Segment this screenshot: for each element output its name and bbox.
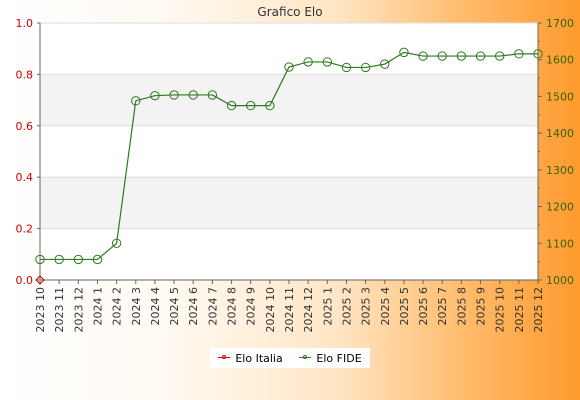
data-point [131,96,141,106]
x-tick-label: 2025 6 [417,287,430,326]
y-right-tick-label: 1200 [546,201,574,214]
data-point [92,254,103,265]
legend-label-italia: Elo Italia [235,351,283,365]
y-right-tick-label: 1500 [546,90,574,103]
plot-area [40,23,538,280]
legend-swatch-fide [299,355,312,361]
x-tick-label: 2024 8 [226,287,239,326]
y-right-tick-label: 1700 [546,17,574,30]
x-tick-label: 2025 10 [494,287,507,333]
y-right-tick-label: 1600 [546,54,574,67]
data-point [360,62,371,73]
x-tick-label: 2024 5 [168,287,181,326]
data-point [284,62,294,72]
x-tick-label: 2024 3 [130,287,143,326]
x-tick-label: 2025 9 [475,287,488,326]
x-tick-label: 2025 11 [513,287,526,333]
data-point [111,238,122,248]
data-point [341,62,352,73]
x-tick-label: 2024 9 [245,287,258,326]
data-point [226,100,237,111]
data-point [73,254,84,265]
x-tick-label: 2024 12 [302,287,315,333]
grid-band [40,74,538,126]
data-point [514,49,524,59]
chart-legend: Elo Italia Elo FIDE [210,348,370,368]
x-tick-label: 2025 8 [455,287,468,326]
chart-title: Grafico Elo [257,5,323,19]
x-tick-label: 2025 3 [360,287,373,326]
x-tick-label: 2025 12 [532,287,545,333]
legend-item-italia: Elo Italia [218,351,283,365]
series-line [40,51,538,261]
x-tick-label: 2023 10 [34,287,47,333]
data-point [169,90,179,100]
data-point [54,254,64,265]
data-point [245,100,256,111]
y-left-tick-label: 0.6 [16,120,34,133]
x-tick-label: 2024 11 [283,287,296,333]
data-point [322,57,333,67]
data-point [456,51,467,61]
x-tick-label: 2025 1 [321,287,334,326]
x-tick-label: 2024 2 [111,287,124,326]
legend-swatch-italia [218,355,231,361]
x-tick-label: 2025 5 [398,287,411,326]
data-point [437,51,447,61]
data-point [494,51,505,61]
y-left-tick-label: 0.8 [16,68,34,81]
legend-label-fide: Elo FIDE [316,351,362,365]
x-tick-label: 2025 4 [379,287,392,326]
x-tick-label: 2023 12 [72,287,85,333]
y-right-tick-label: 1400 [546,127,574,140]
x-tick-label: 2024 10 [264,287,277,333]
y-right-tick-label: 1300 [546,164,574,177]
data-point [533,49,543,59]
y-left-tick-label: 0.0 [16,274,34,287]
data-point [35,254,45,265]
data-point [188,90,198,100]
y-left-tick-label: 0.4 [16,171,34,184]
x-tick-label: 2024 7 [206,287,219,326]
data-point [399,47,409,58]
x-tick-label: 2024 1 [91,287,104,326]
y-left-tick-label: 1.0 [16,17,34,30]
x-tick-label: 2025 2 [340,287,353,326]
y-right-tick-label: 1100 [546,237,574,250]
data-point [418,51,428,61]
x-tick-label: 2024 6 [187,287,200,326]
data-point [475,51,486,61]
x-tick-label: 2025 7 [436,287,449,326]
data-point [380,59,390,69]
data-point [207,90,218,100]
data-point [303,57,313,67]
data-point [265,100,275,111]
y-right-tick-label: 1000 [546,274,574,287]
x-tick-label: 2024 4 [149,287,162,326]
x-tick-label: 2023 11 [53,287,66,333]
y-left-tick-label: 0.2 [16,223,34,236]
legend-item-fide: Elo FIDE [299,351,362,365]
grid-band [40,177,538,229]
data-point [35,275,45,285]
data-point [150,90,160,101]
